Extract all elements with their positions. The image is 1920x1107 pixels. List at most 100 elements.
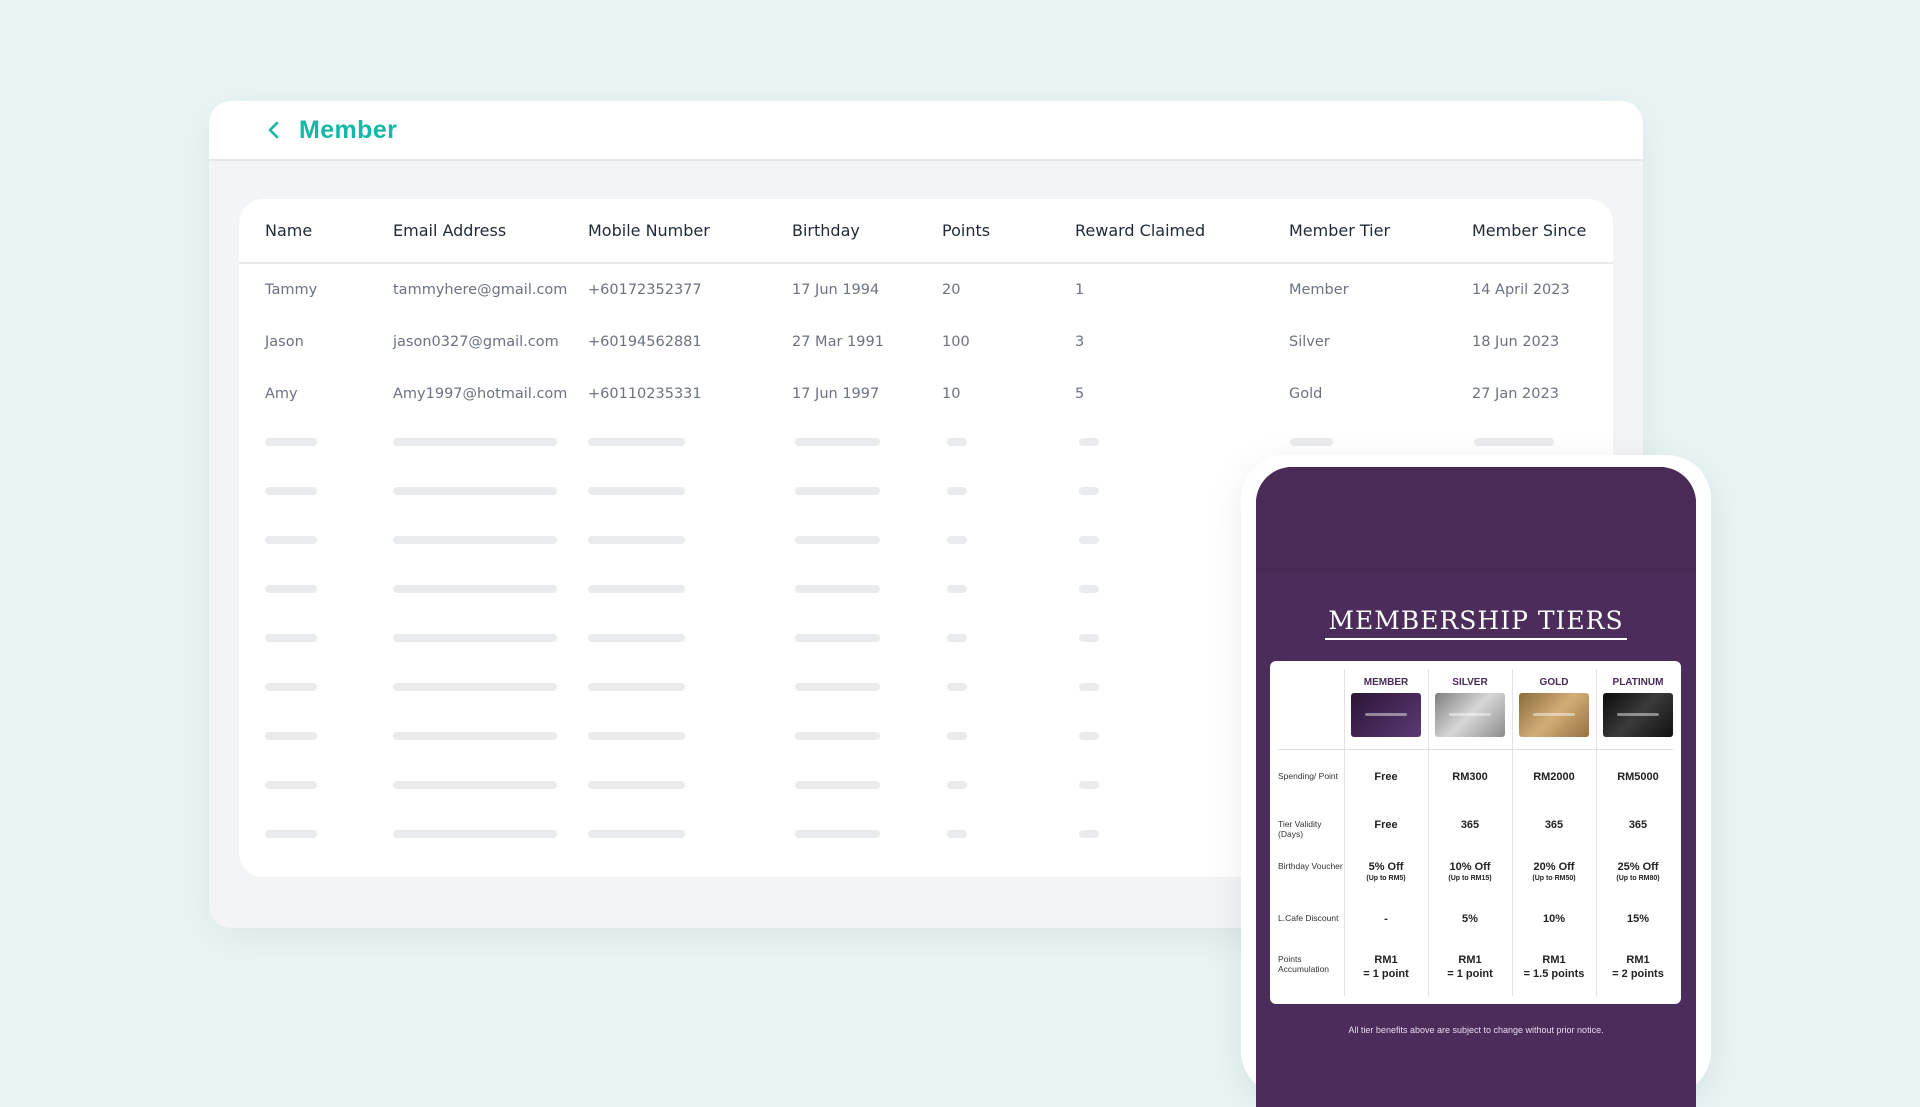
benefit-value-main: Free [1374,771,1398,783]
placeholder-bar [947,683,967,691]
benefit-value-main: RM1 [1458,954,1482,966]
placeholder-bar [947,536,967,544]
placeholder-bar [1290,438,1333,446]
cell-member-tier: Silver [1289,334,1330,350]
benefit-value: 10% [1512,912,1596,926]
column-divider [1428,669,1429,996]
placeholder-bar [947,438,967,446]
placeholder-bar [393,487,557,495]
placeholder-bar [947,781,967,789]
chevron-left-icon [268,121,279,139]
column-header-points[interactable]: Points [942,221,991,240]
tier-platinum-heading: PLATINUM [1612,677,1664,688]
column-header-birthday[interactable]: Birthday [792,221,860,240]
table-row[interactable]: Tammy tammyhere@gmail.com +60172352377 1… [239,264,1613,316]
cell-member-since: 18 Jun 2023 [1472,334,1560,350]
benefit-value-main: RM1 [1374,954,1398,966]
benefit-value-sub: (Up to RM5) [1366,875,1406,882]
benefit-value: RM5000 [1596,770,1680,784]
benefit-value: RM1 = 1 point [1428,953,1512,981]
column-header-mobile[interactable]: Mobile Number [588,221,710,240]
placeholder-bar [265,487,317,495]
placeholder-bar [588,438,685,446]
placeholder-bar [588,830,685,838]
column-header-member-tier[interactable]: Member Tier [1289,221,1391,240]
placeholder-bar [265,438,317,446]
placeholder-bar [795,830,880,838]
table-row[interactable]: Jason jason0327@gmail.com +60194562881 2… [239,316,1613,368]
benefit-value-sub: = 1 point [1447,968,1493,980]
placeholder-bar [1079,585,1099,593]
benefit-value-sub: (Up to RM50) [1532,875,1576,882]
column-header-reward-claimed[interactable]: Reward Claimed [1075,221,1206,240]
cell-birthday: 27 Mar 1991 [792,334,884,350]
table-row[interactable]: Amy Amy1997@hotmail.com +60110235331 17 … [239,368,1613,420]
tier-member-heading: MEMBER [1363,677,1409,688]
placeholder-row [239,518,1613,567]
tiers-notice: All tier benefits above are subject to c… [1348,1025,1604,1035]
placeholder-bar [265,781,317,789]
cell-reward-claimed: 5 [1075,386,1085,402]
placeholder-bar [393,732,557,740]
back-button[interactable] [263,119,285,141]
benefit-value: RM1 = 1 point [1344,953,1428,981]
placeholder-bar [588,585,685,593]
placeholder-bar [393,634,557,642]
placeholder-bar [795,732,880,740]
benefit-value-main: - [1384,913,1388,925]
cell-mobile: +60172352377 [588,282,702,298]
benefit-value-main: 25% Off [1617,861,1659,873]
table-header: Name Email Address Mobile Number Birthda… [239,199,1613,264]
benefit-value: 15% [1596,912,1680,926]
cell-points: 10 [942,386,961,402]
placeholder-bar [795,683,880,691]
benefit-value-main: 5% [1462,913,1478,925]
cell-name: Amy [265,386,298,402]
cell-member-tier: Member [1289,282,1349,298]
placeholder-bar [947,830,967,838]
benefit-value: 5% [1428,912,1512,926]
column-divider [1344,669,1345,996]
benefit-label: Spending/ Point [1278,771,1339,781]
placeholder-bar [1079,487,1099,495]
placeholder-bar [1079,732,1099,740]
placeholder-bar [795,487,880,495]
placeholder-bar [795,634,880,642]
column-header-member-since[interactable]: Member Since [1472,221,1587,240]
placeholder-bar [393,781,557,789]
tier-silver-heading: SILVER [1452,677,1488,688]
tiers-table: MEMBER SILVER GOLD PLATINUM Spending/ Po… [1270,661,1681,1004]
benefit-value-main: RM1 [1626,954,1650,966]
benefit-value-sub: = 2 points [1612,968,1664,980]
top-bar: Member [209,101,1643,161]
membership-tiers-screen: MEMBERSHIP TIERS MEMBER SILVER GOLD PLAT… [1256,467,1696,1107]
placeholder-row [239,420,1613,469]
benefit-value: 10% Off (Up to RM15) [1428,860,1512,883]
cell-mobile: +60194562881 [588,334,702,350]
benefit-value: 25% Off (Up to RM80) [1596,860,1680,883]
cell-reward-claimed: 1 [1075,282,1085,298]
cell-member-tier: Gold [1289,386,1323,402]
benefit-value: Free [1344,770,1428,784]
placeholder-bar [795,781,880,789]
placeholder-row [239,616,1613,665]
column-header-name[interactable]: Name [265,221,313,240]
placeholder-row [239,812,1613,861]
column-header-email[interactable]: Email Address [393,221,507,240]
benefit-value-main: RM1 [1542,954,1566,966]
placeholder-bar [1079,683,1099,691]
placeholder-bar [265,830,317,838]
cell-member-since: 27 Jan 2023 [1472,386,1559,402]
benefit-label: Points Accumulation [1278,954,1330,974]
row-divider [1278,749,1673,750]
benefit-value: 365 [1512,818,1596,832]
placeholder-bar [947,732,967,740]
placeholder-bar [588,536,685,544]
placeholder-bar [265,634,317,642]
placeholder-bar [1079,438,1099,446]
placeholder-bar [393,438,557,446]
benefit-value: - [1344,912,1428,926]
placeholder-bar [265,732,317,740]
benefit-value-main: 365 [1544,819,1564,831]
benefit-value-main: 15% [1626,913,1650,925]
